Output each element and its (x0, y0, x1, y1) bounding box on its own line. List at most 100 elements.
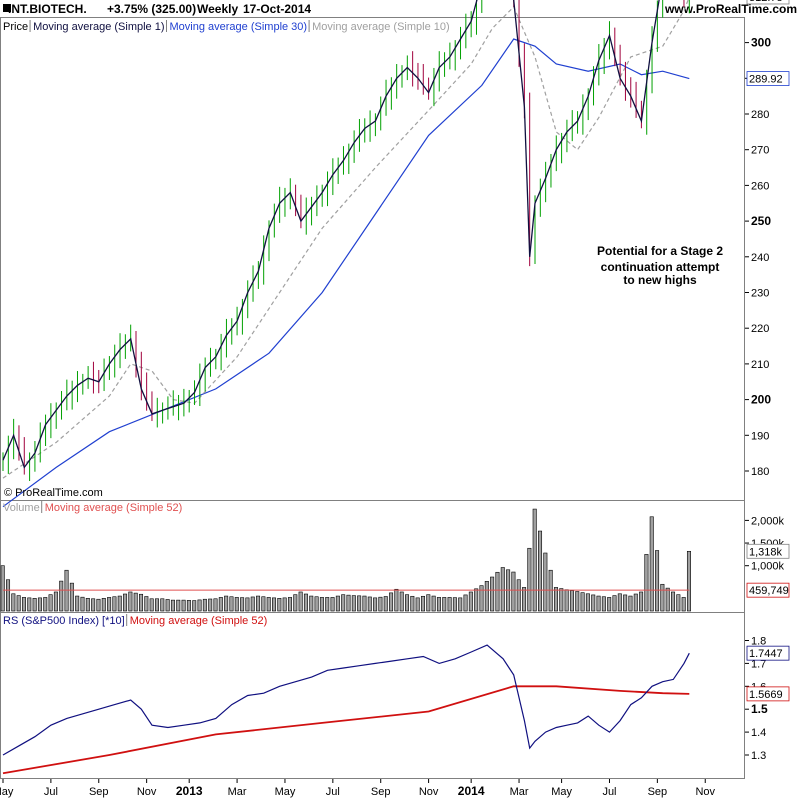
price-tick-label: 250 (751, 214, 771, 228)
volume-bar (490, 576, 495, 612)
volume-bar (272, 597, 277, 612)
volume-bar (133, 592, 138, 612)
volume-bar (6, 579, 11, 612)
volume-bar (170, 599, 175, 612)
volume-bar (639, 591, 644, 612)
volume-bar (585, 593, 590, 612)
volume-bar (298, 591, 303, 612)
rs-tick-label: 1.8 (751, 636, 766, 648)
volume-bar (367, 596, 372, 612)
volume-bar (21, 597, 26, 612)
volume-bar (357, 595, 362, 612)
price-tick-label: 230 (751, 288, 769, 300)
x-tick-label: May (275, 786, 296, 798)
volume-bar (681, 597, 686, 612)
volume-bar (27, 597, 32, 612)
price-tick-label: 190 (751, 430, 769, 442)
volume-bar (160, 598, 165, 612)
price-tick-label: 220 (751, 323, 769, 335)
volume-bar (569, 590, 574, 612)
volume-bar (32, 598, 37, 612)
volume-bar (250, 596, 255, 612)
volume-bar (394, 588, 399, 612)
volume-bar (181, 599, 186, 612)
volume-bar (596, 595, 601, 612)
volume-bar (612, 595, 617, 612)
volume-bar (149, 598, 154, 612)
volume-bar (229, 596, 234, 612)
x-tick-label: Sep (371, 786, 391, 798)
annotation-line-2: continuation attempt (601, 260, 720, 274)
volume-bar (686, 550, 691, 612)
volume-bar (213, 598, 218, 612)
price-tick-label: 300 (751, 36, 771, 50)
price-tick-label: 210 (751, 359, 769, 371)
volume-bar (559, 588, 564, 612)
volume-bar (0, 565, 5, 612)
volume-bar (479, 585, 484, 612)
value-badge-label: 1.5669 (749, 689, 783, 701)
volume-bar (389, 592, 394, 612)
volume-bar (564, 589, 569, 612)
volume-bar (154, 598, 159, 612)
value-badge-label: 459,749 (749, 585, 789, 597)
period: Weekly (197, 2, 238, 16)
volume-bar (553, 587, 558, 612)
volume-bar (633, 593, 638, 612)
x-tick-label: Sep (89, 786, 109, 798)
price-axis: 1801902002102202302402502602702802903003… (745, 0, 790, 478)
volume-bar (516, 579, 521, 612)
volume-bar (287, 597, 292, 612)
chart-header: INT.BIOTECH. +3.75% (325.00) Weekly 17-O… (3, 2, 797, 16)
volume-bar (85, 598, 90, 612)
watermark: © ProRealTime.com (4, 487, 103, 499)
price-tick-label: 200 (751, 393, 771, 407)
annotation: Potential for a Stage 2 continuation att… (597, 244, 723, 287)
x-tick-label: Mar (228, 786, 247, 798)
volume-bar (676, 594, 681, 612)
volume-bar (309, 595, 314, 612)
legend-entry: Price (3, 21, 28, 33)
volume-bar (75, 595, 80, 612)
volume-bar (399, 591, 404, 612)
x-tick-label: Nov (695, 786, 715, 798)
price-panel-frame (0, 17, 745, 501)
ma1-line (2, 0, 684, 469)
price-tick-label: 270 (751, 145, 769, 157)
volume-bar (580, 592, 585, 612)
volume-bar (325, 597, 330, 612)
volume-bar (378, 596, 383, 612)
rs-tick-label: 1.3 (751, 750, 766, 762)
volume-bar (671, 591, 676, 612)
value-badge (746, 71, 790, 86)
source-url[interactable]: www.ProRealTime.com (664, 2, 797, 16)
value-badge (746, 686, 790, 702)
volume-bar (665, 587, 670, 612)
volume-bar (314, 596, 319, 612)
price-tick-label: 180 (751, 466, 769, 478)
volume-bar (575, 591, 580, 612)
volume-bar (341, 594, 346, 612)
volume-bar (351, 595, 356, 612)
value-badge (746, 543, 790, 559)
volume-bar (591, 594, 596, 612)
x-tick-label: Nov (137, 786, 157, 798)
volume-bar (69, 582, 74, 612)
price-change: +3.75% (325.00) (107, 2, 196, 16)
volume-tick-label: 2,000k (751, 515, 785, 527)
volume-tick-label: 1,000k (751, 561, 785, 573)
instrument-name: INT.BIOTECH. (8, 2, 87, 16)
volume-bar (463, 594, 468, 612)
volume-bar (176, 599, 181, 612)
rs-ma52-line (2, 685, 690, 775)
volume-bar (335, 595, 340, 612)
value-badge-label: 289.92 (749, 74, 783, 86)
volume-bar (474, 588, 479, 612)
x-tick-label: Jul (602, 786, 616, 798)
volume-bar (266, 597, 271, 612)
x-tick-label: Jul (44, 786, 58, 798)
volume-bar (458, 597, 463, 612)
legend-entry: Volume (3, 502, 40, 514)
